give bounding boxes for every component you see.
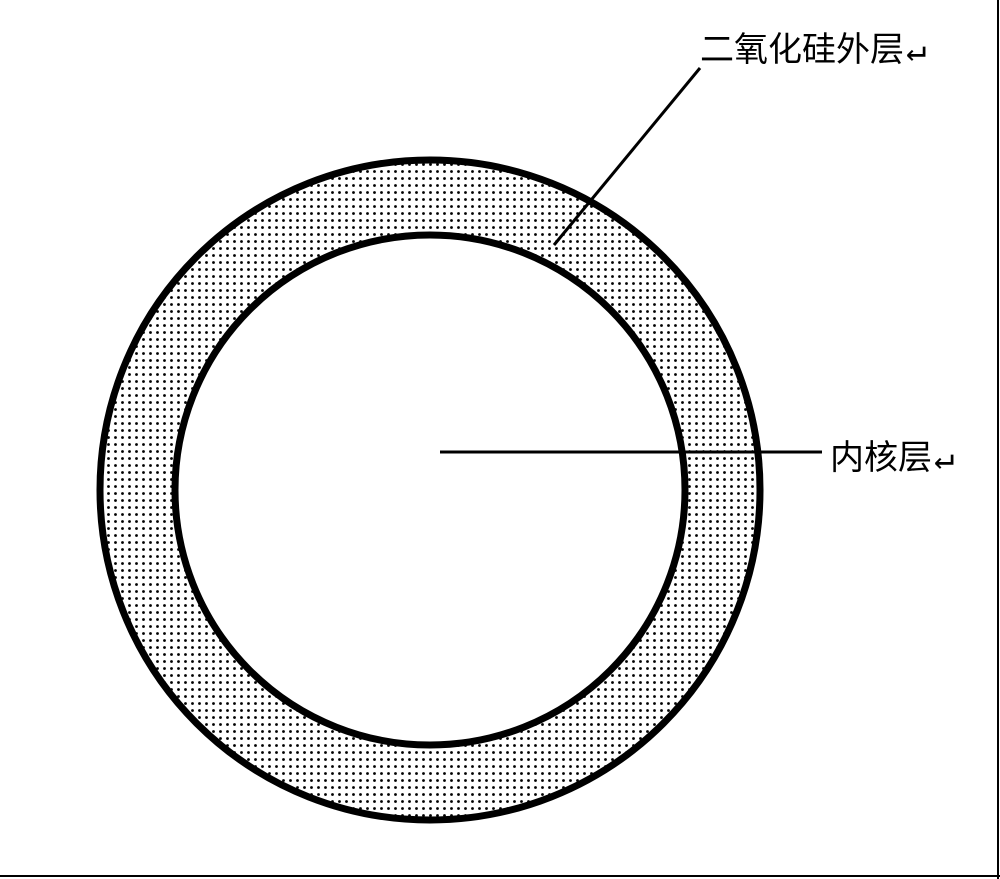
diagram-canvas: 二氧化硅外层↵ 内核层↵ — [0, 0, 1000, 879]
shell-label-text: 二氧化硅外层 — [700, 32, 904, 69]
inner-core-circle — [175, 235, 685, 745]
core-label: 内核层↵ — [830, 430, 954, 479]
core-label-text: 内核层 — [830, 440, 932, 477]
shell-label: 二氧化硅外层↵ — [700, 22, 926, 71]
return-glyph: ↵ — [934, 438, 954, 478]
return-glyph: ↵ — [906, 30, 926, 70]
